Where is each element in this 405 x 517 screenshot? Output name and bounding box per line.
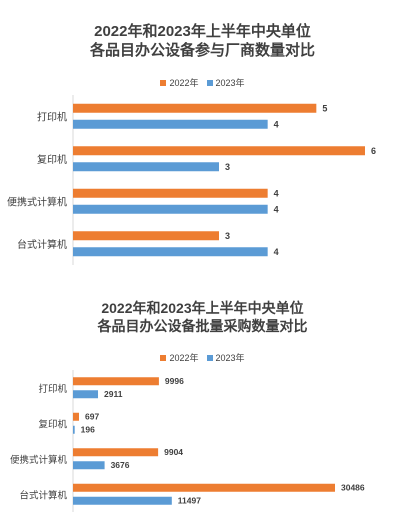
legend-swatch-2023 xyxy=(207,355,213,361)
chart-title: 2022年和2023年上半年中央单位 各品目办公设备参与厂商数量对比 xyxy=(0,22,405,60)
data-label: 3676 xyxy=(111,460,130,470)
legend-swatch-2022 xyxy=(160,80,166,86)
chart-title-line-1: 2022年和2023年上半年中央单位 xyxy=(0,299,405,317)
chart-title-line-1: 2022年和2023年上半年中央单位 xyxy=(0,22,405,41)
data-label: 11497 xyxy=(178,495,201,505)
data-label: 3 xyxy=(225,231,230,241)
bar-2022 xyxy=(73,484,335,492)
data-label: 3 xyxy=(225,162,230,172)
chart-supplier-count: 2022年和2023年上半年中央单位 各品目办公设备参与厂商数量对比 2022年… xyxy=(0,0,405,270)
bar-2022 xyxy=(73,377,159,385)
bar-2022 xyxy=(73,104,316,113)
chart-legend: 2022年 2023年 xyxy=(0,76,405,89)
bar-2022 xyxy=(73,231,219,240)
legend-swatch-2022 xyxy=(160,355,166,361)
plot-area: 打印机 9996 2911 复印机 697 196 便携式计算机 9904 3676 台式计算机 3… xyxy=(0,370,405,515)
data-label: 4 xyxy=(274,247,279,257)
category-label: 复印机 xyxy=(38,418,67,430)
legend-label-2022: 2022年 xyxy=(169,76,198,89)
legend-label-2023: 2023年 xyxy=(216,76,245,89)
legend-swatch-2023 xyxy=(207,80,213,86)
bar-2023 xyxy=(73,247,268,256)
data-label: 4 xyxy=(274,188,279,198)
bar-2022 xyxy=(73,189,268,198)
bar-2022 xyxy=(73,146,365,155)
category-label: 台式计算机 xyxy=(19,489,67,501)
chart-legend: 2022年 2023年 xyxy=(0,351,405,364)
data-label: 9904 xyxy=(164,447,183,457)
bar-2023 xyxy=(73,390,98,398)
category-label: 复印机 xyxy=(37,153,67,166)
legend-label-2023: 2023年 xyxy=(216,351,245,364)
legend-item-2023: 2023年 xyxy=(207,351,245,364)
data-label: 4 xyxy=(274,204,279,214)
category-label: 台式计算机 xyxy=(17,238,67,251)
category-label: 便携式计算机 xyxy=(10,454,68,466)
legend-label-2022: 2022年 xyxy=(169,351,198,364)
bar-2023 xyxy=(73,426,75,434)
bar-2023 xyxy=(73,120,268,129)
legend-item-2023: 2023年 xyxy=(207,76,245,89)
bar-2023 xyxy=(73,497,172,505)
data-label: 4 xyxy=(274,119,279,129)
bar-2023 xyxy=(73,461,105,469)
category-label: 打印机 xyxy=(38,383,67,395)
bar-2022 xyxy=(73,448,158,456)
bar-2023 xyxy=(73,162,219,171)
plot-area: 打印机 5 4 复印机 6 3 便携式计算机 4 4 台式计算机 3 4 xyxy=(0,95,405,270)
data-label: 9996 xyxy=(165,376,184,386)
chart-title: 2022年和2023年上半年中央单位 各品目办公设备批量采购数量对比 xyxy=(0,299,405,335)
data-label: 697 xyxy=(85,411,99,421)
data-label: 6 xyxy=(371,146,376,156)
chart-title-line-2: 各品目办公设备参与厂商数量对比 xyxy=(0,41,405,60)
data-label: 2911 xyxy=(104,389,123,399)
data-label: 5 xyxy=(322,103,327,113)
data-label: 30486 xyxy=(341,482,365,492)
data-label: 196 xyxy=(81,424,95,434)
chart-title-line-2: 各品目办公设备批量采购数量对比 xyxy=(0,317,405,335)
category-label: 便携式计算机 xyxy=(7,195,67,208)
chart-purchase-quantity: 2022年和2023年上半年中央单位 各品目办公设备批量采购数量对比 2022年… xyxy=(0,275,405,517)
bar-2023 xyxy=(73,205,268,214)
bar-2022 xyxy=(73,413,79,421)
legend-item-2022: 2022年 xyxy=(160,351,198,364)
legend-item-2022: 2022年 xyxy=(160,76,198,89)
category-label: 打印机 xyxy=(37,110,67,123)
